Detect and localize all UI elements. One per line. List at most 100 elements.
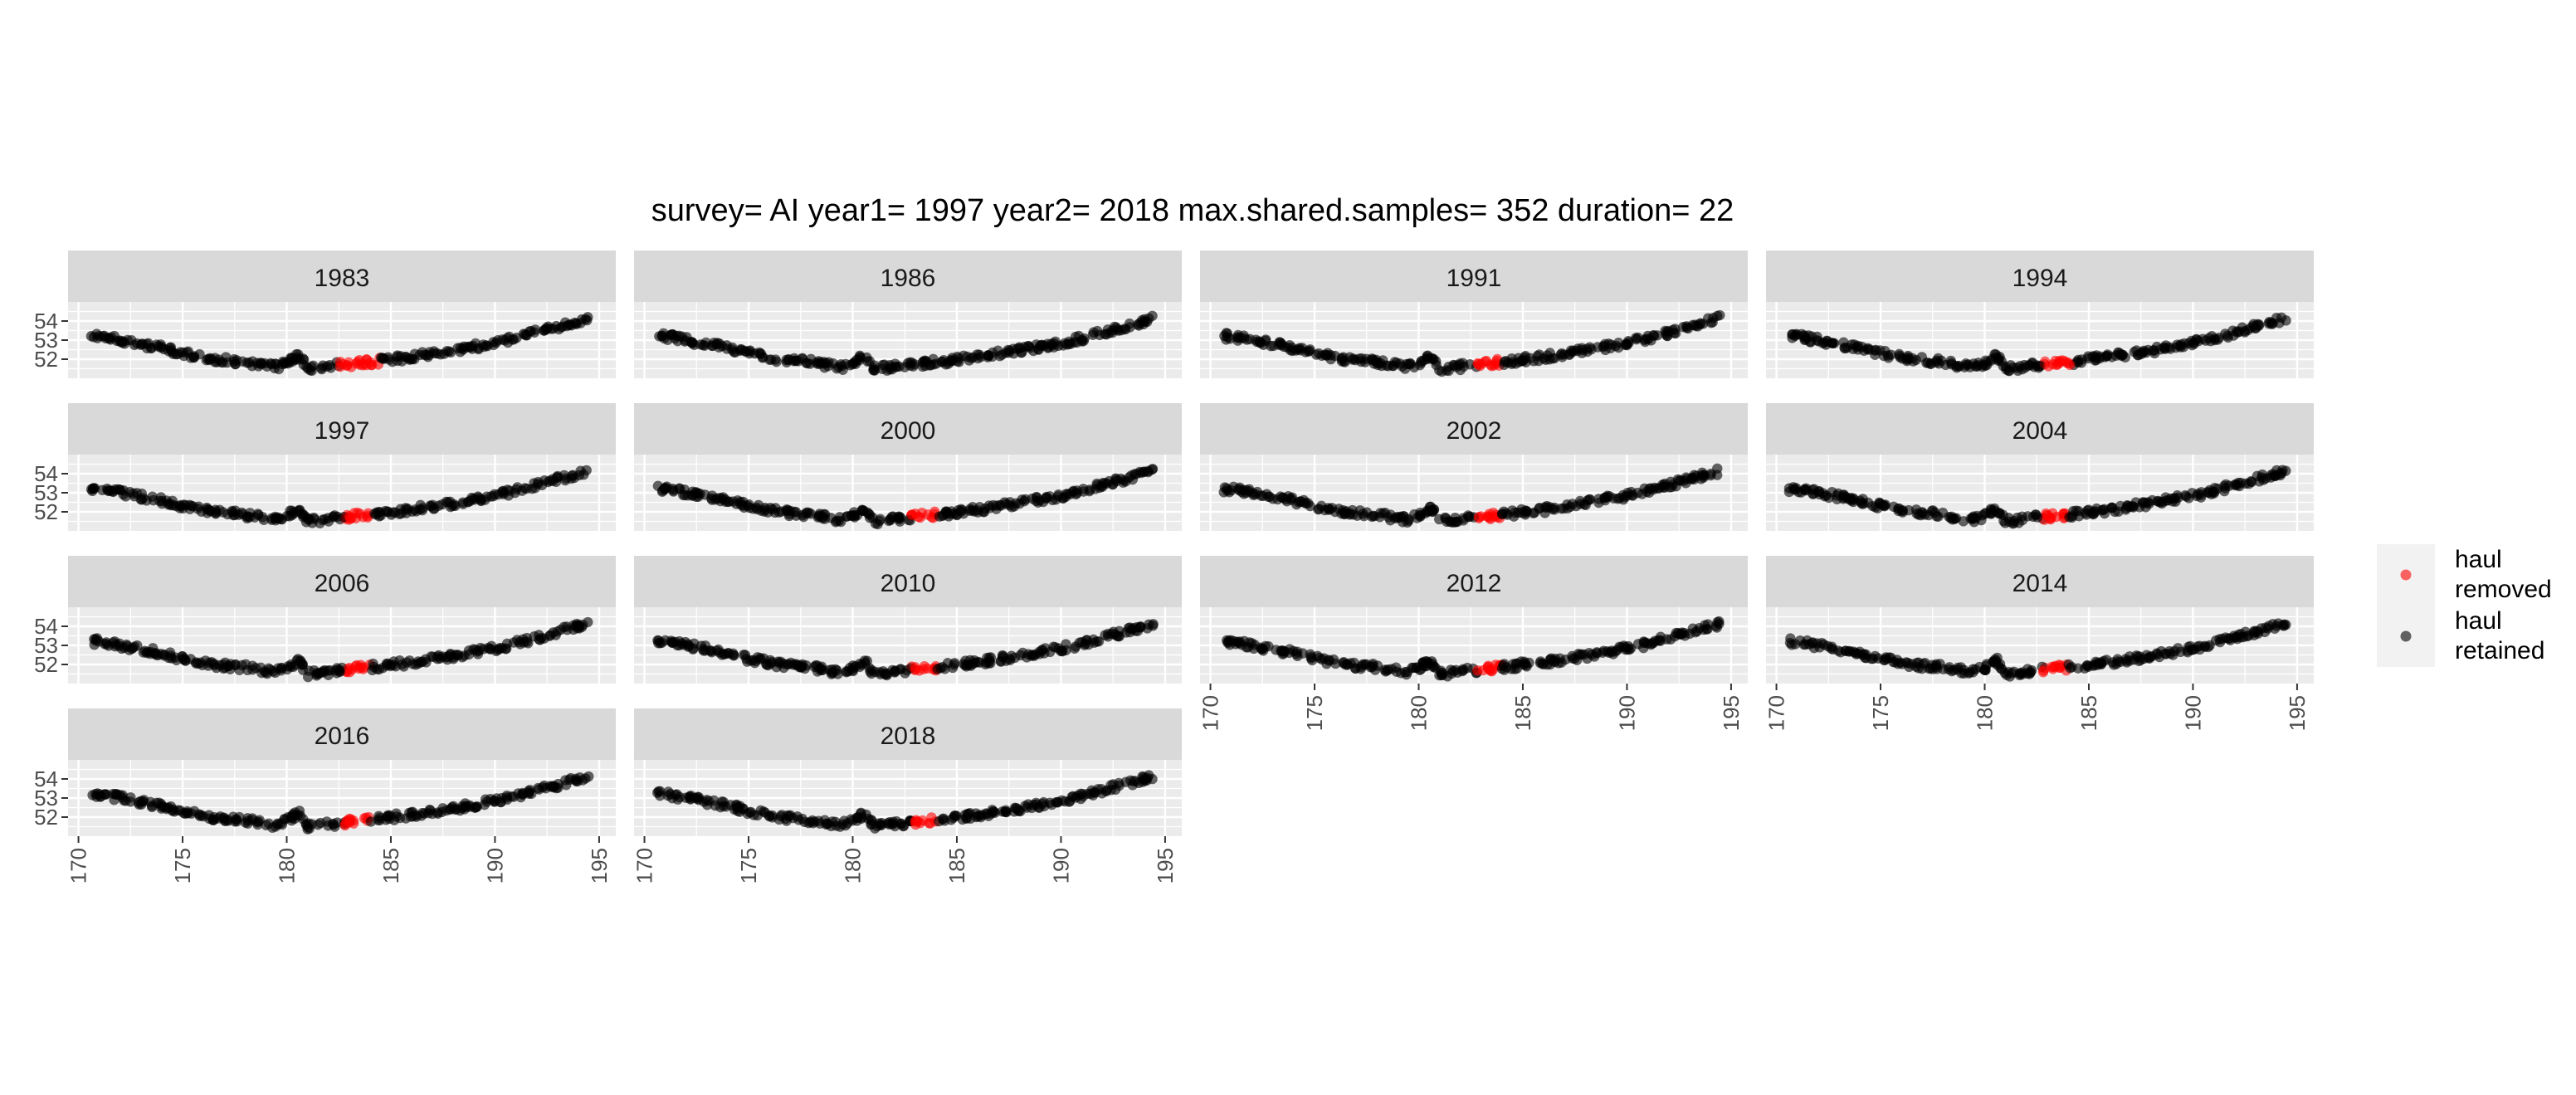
point-retained (458, 341, 470, 352)
point-retained (945, 815, 957, 825)
point-removed (1486, 361, 1497, 372)
point-retained (1037, 798, 1048, 810)
point-retained (728, 650, 739, 661)
point-retained (2152, 649, 2164, 659)
point-retained (2281, 465, 2291, 476)
point-retained (1886, 349, 1896, 360)
point-retained (85, 331, 97, 342)
point-retained (1654, 635, 1665, 645)
point-retained (1355, 664, 1366, 674)
y-tick-label: 52 (34, 499, 58, 524)
point-retained (1405, 358, 1416, 370)
point-retained (869, 360, 881, 371)
point-retained (2209, 486, 2220, 498)
point-retained (500, 643, 512, 654)
x-tick-label: 185 (378, 848, 403, 883)
point-retained (2209, 334, 2220, 346)
point-retained (2159, 648, 2171, 659)
point-retained (537, 781, 549, 793)
point-retained (1827, 338, 1838, 348)
point-retained (951, 509, 963, 520)
point-retained (1080, 638, 1090, 650)
point-retained (1385, 515, 1396, 526)
point-retained (265, 358, 276, 369)
point-removed (910, 819, 921, 830)
point-retained (178, 654, 189, 665)
y-tick-label: 53 (34, 633, 58, 658)
point-retained (1037, 339, 1047, 351)
point-retained (315, 518, 325, 528)
point-retained (2254, 476, 2265, 487)
point-retained (2025, 667, 2036, 679)
facet-strip (68, 251, 616, 302)
point-retained (1949, 513, 1959, 524)
point-retained (1560, 654, 1571, 665)
point-retained (253, 509, 264, 521)
point-retained (1871, 344, 1881, 356)
point-retained (1707, 317, 1718, 328)
facet-strip-label: 2004 (2013, 417, 2068, 445)
point-retained (1144, 770, 1154, 781)
x-tick-label: 170 (1198, 695, 1223, 731)
point-retained (1927, 505, 1939, 516)
point-retained (191, 657, 202, 668)
points (85, 465, 592, 528)
y-tick-label: 54 (34, 614, 58, 639)
point-retained (1221, 328, 1232, 338)
facet-strip-label: 2014 (2013, 570, 2068, 597)
x-tick-label: 185 (1510, 695, 1535, 731)
facet-strip-label: 1986 (881, 265, 936, 292)
point-retained (188, 352, 199, 363)
x-tick-label: 195 (587, 848, 612, 883)
point-retained (1341, 506, 1352, 517)
point-retained (890, 362, 901, 372)
point-retained (448, 801, 459, 812)
point-retained (2001, 364, 2012, 375)
point-retained (1345, 658, 1356, 669)
x-tick-label: 190 (1614, 695, 1639, 731)
point-retained (105, 485, 116, 496)
point-retained (573, 621, 585, 632)
point-removed (1488, 508, 1499, 518)
points (89, 616, 593, 683)
point-retained (1089, 786, 1100, 798)
point-retained (232, 816, 242, 827)
point-retained (1037, 496, 1049, 508)
point-retained (1088, 327, 1099, 338)
facet-strip-label: 2010 (881, 570, 936, 597)
x-tick-label: 185 (944, 848, 969, 883)
point-retained (302, 513, 314, 523)
point-retained (962, 808, 973, 820)
point-retained (159, 649, 170, 660)
point-retained (1100, 786, 1112, 797)
point-retained (336, 662, 348, 674)
facet-strip (1766, 403, 2314, 455)
point-retained (512, 482, 523, 493)
point-retained (1496, 509, 1508, 519)
point-retained (744, 348, 755, 359)
point-retained (983, 350, 994, 362)
point-retained (559, 621, 569, 633)
point-retained (150, 647, 161, 659)
point-retained (566, 473, 577, 484)
point-retained (221, 352, 232, 363)
point-retained (2189, 644, 2200, 655)
facet-panel-2010: 2010 (634, 556, 1182, 684)
point-retained (1057, 493, 1069, 504)
point-retained (1059, 338, 1071, 349)
point-retained (2271, 312, 2282, 324)
point-removed (1473, 512, 1485, 523)
point-retained (432, 654, 443, 664)
facet-panel-1991: 1991 (1200, 251, 1748, 378)
point-retained (490, 337, 501, 348)
point-retained (807, 815, 818, 826)
point-retained (775, 656, 786, 667)
point-retained (1268, 340, 1279, 352)
point-retained (890, 667, 900, 678)
point-retained (1447, 517, 1458, 528)
point-retained (1992, 652, 2003, 664)
facet-strip-label: 2012 (1447, 570, 1502, 597)
point-retained (1061, 639, 1071, 650)
